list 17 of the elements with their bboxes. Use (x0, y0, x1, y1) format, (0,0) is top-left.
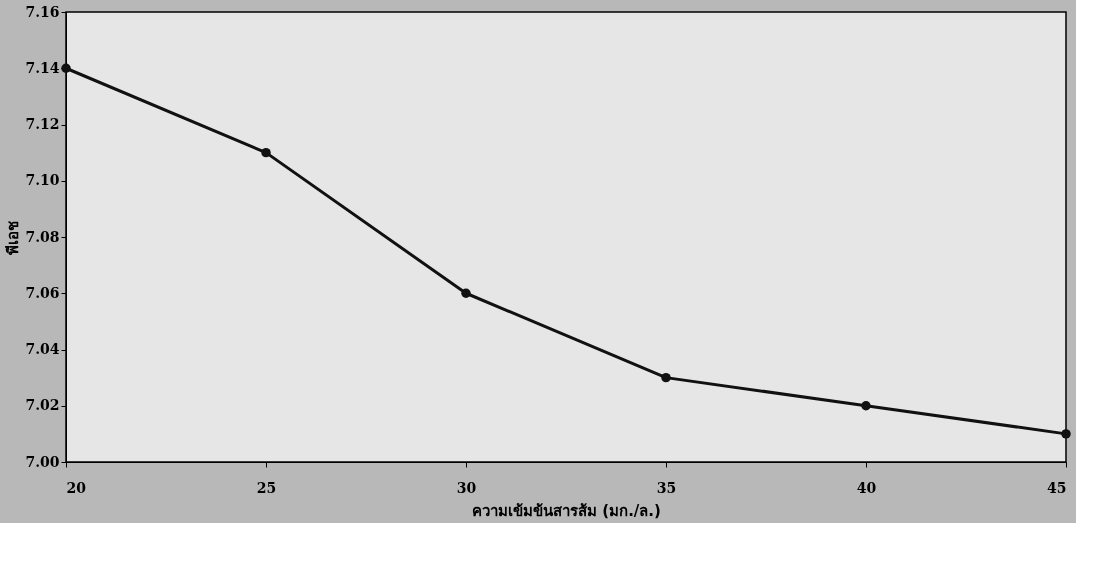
x-tick-label: 20 (66, 479, 87, 496)
x-tick-label: 40 (856, 479, 877, 496)
y-tick-label: 7.10 (25, 172, 60, 189)
x-tick-label: 35 (656, 479, 677, 496)
x-tick-label: 30 (456, 479, 477, 496)
y-tick-label: 7.14 (25, 59, 60, 76)
y-tick-label: 7.08 (25, 228, 60, 245)
x-axis-title: ความเข้มข้นสารส้ม (มก./ล.) (472, 501, 661, 520)
x-tick-label: 25 (256, 479, 277, 496)
y-tick-label: 7.06 (25, 284, 60, 301)
x-tick-label: 45 (1047, 479, 1067, 496)
y-tick-label: 7.00 (25, 453, 60, 470)
y-tick-label: 7.02 (25, 397, 60, 414)
y-tick-label: 7.12 (25, 116, 60, 132)
y-axis-title: พีเอช (4, 220, 23, 255)
y-tick-label: 7.04 (25, 341, 60, 357)
y-tick-label: 7.16 (25, 3, 60, 20)
